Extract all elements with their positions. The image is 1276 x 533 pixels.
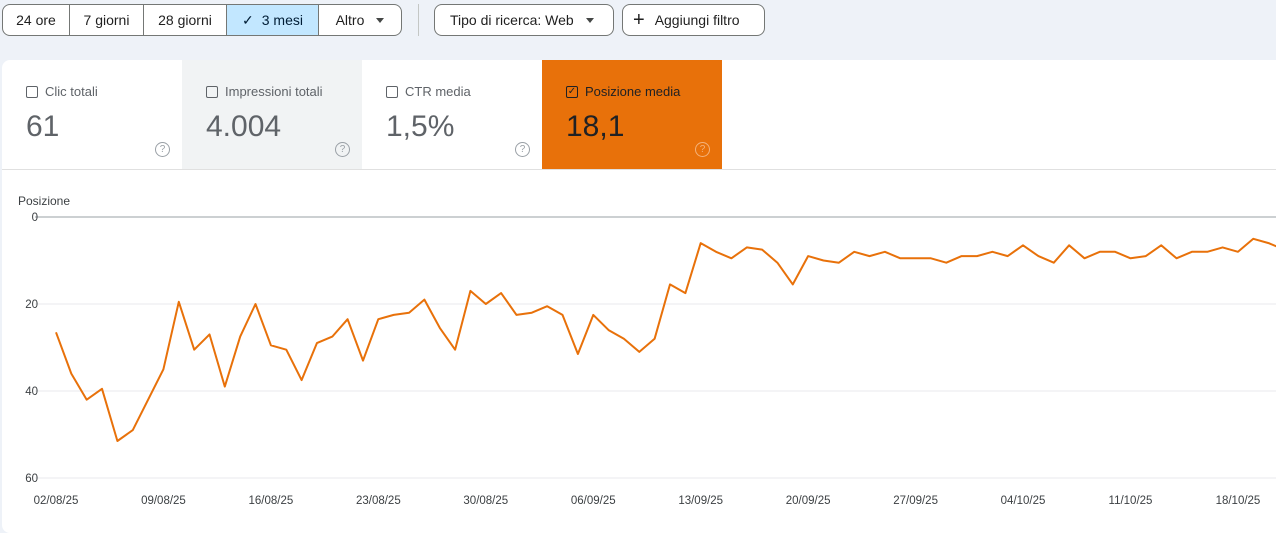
- metric-value: 61: [26, 110, 60, 143]
- checkbox-icon[interactable]: [206, 85, 218, 98]
- x-tick-label: 09/08/25: [141, 495, 186, 507]
- check-icon: ✓: [242, 11, 254, 28]
- y-tick-label: 60: [25, 473, 38, 485]
- period-label: 7 giorni: [83, 12, 130, 28]
- x-tick-label: 18/10/25: [1216, 495, 1261, 507]
- x-tick-label: 11/10/25: [1109, 495, 1153, 507]
- metric-clicks[interactable]: Clic totali 61 ?: [2, 60, 182, 170]
- help-icon[interactable]: ?: [515, 142, 530, 157]
- metric-ctr[interactable]: CTR media 1,5% ?: [362, 60, 542, 170]
- metric-impressions[interactable]: Impressioni totali 4.004 ?: [182, 60, 362, 170]
- metric-label: CTR media: [386, 84, 471, 99]
- x-tick-label: 27/09/25: [893, 495, 938, 507]
- filter-bar: 24 ore 7 giorni 28 giorni ✓ 3 mesi Altro …: [0, 0, 1276, 46]
- x-tick-label: 04/10/25: [1001, 495, 1046, 507]
- period-selector: 24 ore 7 giorni 28 giorni ✓ 3 mesi Altro: [2, 4, 402, 36]
- caret-down-icon: [376, 17, 385, 23]
- metric-value: 1,5%: [386, 110, 455, 143]
- period-label: 24 ore: [16, 12, 56, 28]
- period-3m[interactable]: ✓ 3 mesi: [227, 5, 319, 35]
- plus-icon: +: [633, 9, 645, 31]
- period-label: 28 giorni: [158, 12, 212, 28]
- y-tick-label: 40: [25, 386, 38, 398]
- x-tick-label: 13/09/25: [678, 495, 723, 507]
- x-tick-label: 02/08/25: [34, 495, 79, 507]
- search-type-label: Tipo di ricerca: Web: [450, 12, 574, 28]
- y-tick-label: 0: [32, 212, 38, 224]
- x-axis-ticks: 02/08/25 09/08/25 16/08/25 23/08/25 30/08/25…: [34, 495, 1261, 507]
- help-icon[interactable]: ?: [695, 142, 710, 157]
- metric-label: Clic totali: [26, 84, 98, 99]
- help-icon[interactable]: ?: [335, 142, 350, 157]
- metric-label-text: Clic totali: [45, 84, 98, 99]
- divider: [418, 4, 419, 36]
- metric-position[interactable]: ✓ Posizione media 18,1 ?: [542, 60, 722, 170]
- caret-down-icon: [585, 17, 594, 23]
- add-filter-button[interactable]: + Aggiungi filtro: [622, 4, 765, 36]
- help-icon[interactable]: ?: [155, 142, 170, 157]
- checkbox-icon[interactable]: [386, 85, 398, 98]
- metric-label-text: Posizione media: [585, 84, 681, 99]
- y-axis-ticks: 0 20 40 60: [25, 212, 38, 485]
- period-label: 3 mesi: [261, 12, 303, 28]
- chart-grid: [35, 216, 1276, 479]
- x-tick-label: 30/08/25: [463, 495, 508, 507]
- x-tick-label: 20/09/25: [786, 495, 831, 507]
- y-axis-title: Posizione: [18, 194, 71, 208]
- checkbox-checked-icon[interactable]: ✓: [566, 85, 578, 98]
- metric-label-text: Impressioni totali: [225, 84, 323, 99]
- period-7d[interactable]: 7 giorni: [70, 5, 144, 35]
- period-more-dropdown[interactable]: Altro: [319, 5, 401, 35]
- y-tick-label: 20: [25, 299, 38, 311]
- period-24h[interactable]: 24 ore: [3, 5, 70, 35]
- period-28d[interactable]: 28 giorni: [144, 5, 227, 35]
- metric-value: 4.004: [206, 110, 282, 143]
- metric-label: ✓ Posizione media: [566, 84, 680, 99]
- metric-value: 18,1: [566, 110, 625, 143]
- metric-label-text: CTR media: [405, 84, 471, 99]
- search-type-dropdown[interactable]: Tipo di ricerca: Web: [434, 4, 614, 36]
- metric-label: Impressioni totali: [206, 84, 323, 99]
- x-tick-label: 16/08/25: [249, 495, 294, 507]
- x-tick-label: 06/09/25: [571, 495, 616, 507]
- x-tick-label: 23/08/25: [356, 495, 401, 507]
- checkbox-icon[interactable]: [26, 85, 38, 98]
- metrics-divider: [2, 169, 1276, 170]
- period-label: Altro: [335, 12, 365, 28]
- series-line-position: [55, 237, 1276, 442]
- add-filter-label: Aggiungi filtro: [654, 12, 740, 28]
